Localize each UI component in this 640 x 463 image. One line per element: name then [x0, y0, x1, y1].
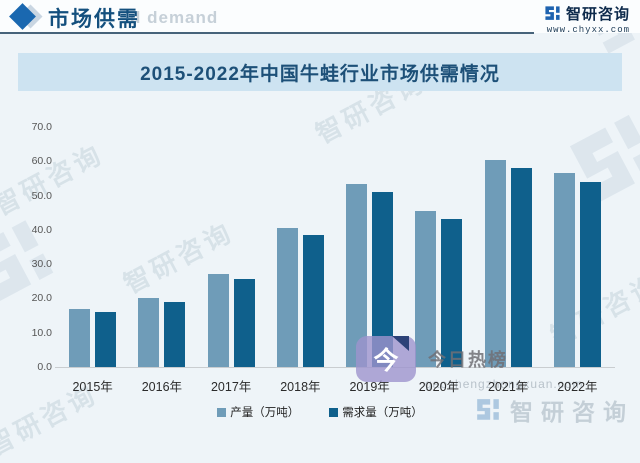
bar-group	[404, 127, 473, 367]
x-axis-tick-label: 2022年	[557, 380, 598, 394]
plot-area	[58, 127, 612, 367]
bar	[372, 192, 394, 367]
bar	[207, 274, 229, 367]
header-english-watermark: d demand	[130, 8, 219, 27]
legend-marker-icon	[329, 407, 339, 417]
brand-glyph-watermark-icon	[0, 220, 54, 303]
bar-group	[543, 127, 612, 367]
bar-group	[127, 127, 196, 367]
bar	[233, 278, 255, 367]
bar	[69, 308, 91, 367]
y-axis-tick-label: 10.0	[31, 326, 52, 339]
x-axis-tick-label: 2018年	[280, 380, 321, 394]
chart-title-band: 2015-2022年中国牛蛙行业市场供需情况	[18, 53, 622, 91]
y-axis-tick-label: 50.0	[31, 189, 52, 202]
x-axis-tick-label: 2016年	[141, 380, 183, 394]
hot-list-icon-glyph: 今	[373, 347, 399, 375]
site-watermark-text: gaozhengzhongxuan.com	[425, 377, 584, 391]
hot-list-watermark: 今 今日热榜	[356, 336, 508, 382]
y-axis-tick-label: 20.0	[31, 292, 52, 305]
bar-group	[197, 127, 266, 367]
bar-group	[266, 127, 335, 367]
bar	[346, 183, 368, 367]
y-axis-tick-label: 30.0	[31, 258, 52, 271]
bar	[553, 172, 575, 367]
brand-logo: 智研咨询 www.chyxx.com	[544, 3, 630, 35]
diamond-icon	[9, 3, 44, 30]
bar	[302, 235, 324, 367]
y-axis-tick-label: 40.0	[31, 223, 52, 236]
legend-item: 产量（万吨）	[217, 404, 299, 420]
header: d demand 市场供需 智研咨询 www.chyxx.com	[0, 0, 640, 35]
brand-glyph-icon	[545, 6, 560, 20]
legend-label: 产量（万吨）	[230, 407, 300, 419]
x-axis-tick-label: 2015年	[72, 380, 113, 394]
bar	[138, 298, 160, 367]
bar	[276, 228, 298, 367]
brand-url: www.chyxx.com	[546, 25, 630, 35]
page-title: 市场供需	[48, 8, 140, 31]
y-axis-tick-label: 0.0	[37, 361, 52, 373]
x-axis-tick-label: 2020年	[418, 380, 460, 394]
bar	[579, 182, 601, 367]
bar-group	[58, 127, 127, 367]
brand-glyph-icon	[477, 399, 499, 420]
bar	[510, 168, 532, 367]
legend-marker-icon	[217, 407, 227, 417]
header-divider	[0, 32, 534, 34]
x-axis: 2015年 2016年 2017年 2018年 2019年 2020年 2021年 2022年	[58, 376, 612, 395]
hot-list-icon-corner	[392, 336, 409, 351]
footer-brand-text: 智研咨询	[510, 399, 634, 425]
bar	[164, 301, 186, 367]
y-axis-tick-label: 60.0	[31, 155, 52, 168]
bar	[415, 211, 437, 367]
chart-title: 2015-2022年中国牛蛙行业市场供需情况	[140, 63, 500, 85]
x-axis-tick-label: 2021年	[487, 380, 529, 394]
legend-label: 需求量（万吨）	[342, 407, 423, 419]
x-axis-line	[55, 367, 615, 368]
legend: 产量（万吨） 需求量（万吨）	[0, 404, 640, 420]
bar	[95, 311, 117, 367]
legend-item: 需求量（万吨）	[329, 404, 423, 420]
footer-brand-watermark: 智研咨询	[475, 393, 634, 427]
x-axis-tick-label: 2019年	[349, 380, 390, 394]
hot-list-label: 今日热榜	[428, 350, 508, 370]
x-axis-tick-label: 2017年	[210, 380, 252, 394]
y-axis-tick-label: 70.0	[31, 121, 52, 133]
bar-group	[474, 127, 543, 367]
bar	[441, 218, 463, 367]
brand-glyph-watermark-icon	[569, 114, 640, 203]
brand-name: 智研咨询	[565, 6, 630, 23]
hot-list-icon: 今	[356, 336, 416, 382]
bar	[484, 159, 506, 367]
bar-group	[335, 127, 404, 367]
y-axis: 0.0 10.0 20.0 30.0 40.0 50.0 60.0 70.0	[0, 121, 52, 373]
